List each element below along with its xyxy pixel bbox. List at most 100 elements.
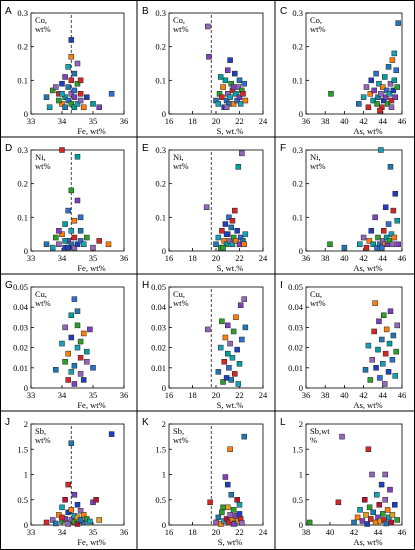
y-tick-label: 0.05 [288, 282, 303, 292]
panel-letter: G [5, 280, 13, 291]
data-point [223, 375, 230, 381]
data-point [84, 348, 90, 355]
data-point [239, 520, 245, 526]
x-tick-label: 20 [212, 527, 221, 537]
data-point [65, 350, 71, 357]
data-point [394, 322, 400, 329]
data-point [74, 80, 81, 87]
y-tick-label: 0.04 [288, 302, 304, 312]
element-label: Ni, [173, 152, 184, 162]
data-point [68, 312, 75, 319]
data-point [377, 107, 383, 114]
x-tick-label: 33 [27, 253, 36, 263]
data-point [385, 221, 392, 227]
data-point [363, 84, 370, 90]
data-point [306, 519, 313, 526]
y-tick-label: 1.5 [17, 444, 28, 454]
element-label: Co, [173, 15, 185, 25]
data-point [327, 241, 333, 248]
data-point [68, 101, 75, 107]
data-point [393, 348, 399, 355]
data-point [68, 228, 75, 234]
data-point [74, 521, 81, 527]
data-point [339, 433, 345, 440]
data-point [234, 346, 240, 353]
x-tick-label: 36 [302, 390, 311, 400]
data-point [223, 104, 230, 111]
data-point [59, 147, 65, 153]
data-point [68, 37, 75, 43]
data-point [220, 84, 226, 90]
data-point [237, 302, 244, 308]
data-point [384, 507, 391, 513]
data-point [230, 101, 237, 107]
x-tick-label: 35 [89, 116, 98, 126]
x-tick-label: 18 [188, 390, 197, 400]
x-tick-label: 36 [120, 253, 129, 263]
element-label: Sb, [173, 426, 184, 436]
data-point [354, 514, 361, 521]
data-point [388, 104, 395, 111]
y-tick-label: 2 [299, 419, 303, 429]
y-tick-label: 0.3 [292, 8, 303, 18]
data-point [68, 440, 75, 446]
data-point [379, 336, 385, 343]
data-point [59, 504, 65, 511]
element-label: Co, [310, 15, 322, 25]
x-tick-label: 46 [398, 253, 407, 263]
y-tick-label: 0.2 [17, 179, 28, 189]
data-point [363, 244, 370, 251]
panel-h: H 0 0.01 0.02 0.03 0.04 0.05 16 18 20 22 24 S, wt.% C… [142, 280, 268, 410]
data-point [80, 377, 87, 383]
element-label: wt% [173, 24, 189, 34]
data-point [394, 84, 400, 90]
data-point [381, 74, 388, 80]
element-label: Ni, [310, 152, 321, 162]
data-point [360, 94, 367, 100]
data-point [368, 77, 375, 84]
data-point [49, 87, 56, 94]
data-point [366, 238, 373, 244]
data-point [80, 512, 87, 518]
data-point [59, 91, 65, 97]
data-point [225, 350, 231, 357]
data-point [59, 80, 65, 87]
element-label: Sb, [35, 426, 46, 436]
data-point [376, 80, 382, 87]
data-point [77, 77, 84, 84]
y-tick-label: 0.02 [151, 343, 166, 353]
data-point [382, 204, 389, 210]
data-point [71, 296, 78, 302]
data-point [381, 228, 387, 234]
data-point [381, 381, 388, 387]
element-label: wt% [310, 161, 326, 171]
data-point [68, 334, 75, 341]
plot-frame [305, 12, 403, 115]
data-point [389, 241, 396, 248]
x-tick-label: 24 [259, 116, 268, 126]
data-point [381, 312, 387, 319]
data-point [74, 344, 81, 351]
data-point [93, 497, 99, 503]
y-tick-label: 2 [24, 419, 28, 429]
x-tick-label: 22 [235, 527, 244, 537]
data-point [62, 74, 68, 80]
data-point [228, 491, 235, 498]
y-tick-label: 0.04 [151, 302, 167, 312]
panel-letter: J [5, 417, 10, 428]
data-point [84, 94, 90, 100]
y-tick-label: 0 [24, 109, 28, 119]
data-point [203, 204, 210, 210]
y-tick-label: 0 [162, 109, 166, 119]
x-tick-label: 46 [398, 116, 407, 126]
data-point [68, 77, 75, 84]
x-axis-title: S, wt% [218, 537, 243, 547]
x-axis-title: Fe, wt% [77, 537, 105, 547]
y-tick-label: 0.5 [17, 495, 28, 505]
y-tick-label: 0.2 [155, 42, 166, 52]
data-point [68, 187, 75, 194]
data-point [43, 519, 50, 526]
x-tick-label: 35 [89, 390, 98, 400]
data-point [373, 365, 379, 371]
